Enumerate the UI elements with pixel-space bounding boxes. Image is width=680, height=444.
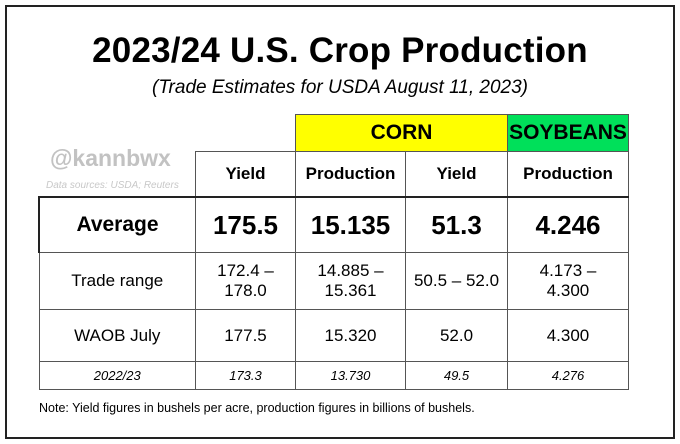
- watermark-handle: @kannbwx: [50, 145, 171, 171]
- table-cell: 4.246: [507, 196, 629, 253]
- blank-corner: [196, 115, 296, 152]
- subheader-corn-yield: Yield: [195, 151, 296, 198]
- row-label: 2022/23: [38, 361, 196, 390]
- table-cell: 15.320: [295, 309, 406, 362]
- table-cell: 50.5 – 52.0: [405, 252, 508, 310]
- slide-frame: [5, 5, 675, 439]
- table-cell: 51.3: [405, 196, 508, 253]
- row-label: Average: [38, 196, 196, 253]
- table-cell: 15.135: [295, 196, 406, 253]
- group-header-corn: CORN: [295, 114, 508, 152]
- blank-corner: [39, 152, 196, 198]
- table-row: Average 175.5 15.135 51.3 4.246: [38, 196, 629, 253]
- table-cell: 4.300: [507, 309, 629, 362]
- table-cell: 4.276: [507, 361, 629, 390]
- table-cell: 173.3: [195, 361, 296, 390]
- table-cell: 13.730: [295, 361, 406, 390]
- subheader-corn-production: Production: [295, 151, 406, 198]
- table-cell: 4.173 – 4.300: [507, 252, 629, 310]
- subheader-soy-production: Production: [507, 151, 629, 198]
- table-row: Trade range 172.4 – 178.0 14.885 – 15.36…: [38, 252, 629, 310]
- group-header-soybeans: SOYBEANS: [507, 114, 629, 152]
- table-cell: 52.0: [405, 309, 508, 362]
- row-label: WAOB July: [38, 309, 196, 362]
- row-label: Trade range: [38, 252, 196, 310]
- table-row: WAOB July 177.5 15.320 52.0 4.300: [38, 309, 629, 362]
- blank-corner: [39, 115, 196, 152]
- crop-estimates-table: CORN SOYBEANS Yield Production Yield Pro…: [38, 114, 629, 390]
- table-cell: 177.5: [195, 309, 296, 362]
- table-cell: 175.5: [195, 196, 296, 253]
- page-title: 2023/24 U.S. Crop Production: [92, 31, 588, 70]
- subheader-soy-yield: Yield: [405, 151, 508, 198]
- table-row: 2022/23 173.3 13.730 49.5 4.276: [38, 361, 629, 390]
- table-cell: 49.5: [405, 361, 508, 390]
- footnote: Note: Yield figures in bushels per acre,…: [39, 401, 475, 415]
- table-cell: 172.4 – 178.0: [195, 252, 296, 310]
- table-cell: 14.885 – 15.361: [295, 252, 406, 310]
- data-sources-note: Data sources: USDA; Reuters: [46, 180, 179, 191]
- page-subtitle: (Trade Estimates for USDA August 11, 202…: [152, 77, 528, 98]
